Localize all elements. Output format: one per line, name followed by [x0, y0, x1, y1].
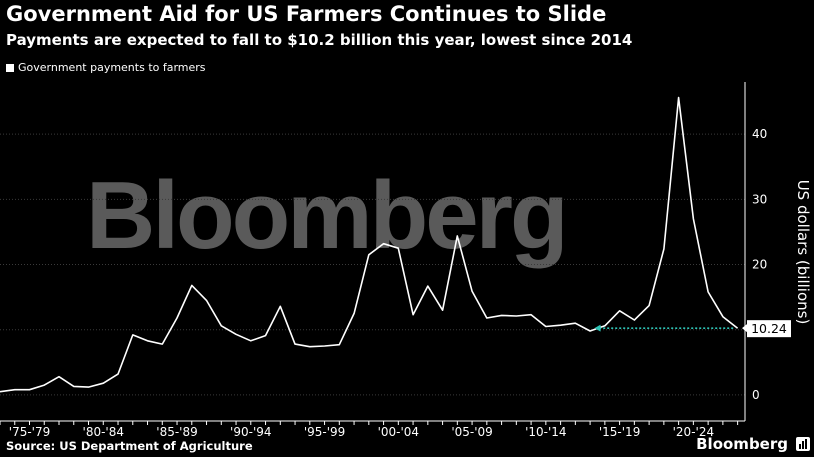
- x-tick-label: '75-'79: [9, 425, 50, 439]
- y-tick-label: 40: [752, 127, 767, 141]
- series-line: [0, 96, 739, 393]
- x-tick-label: '10-'14: [525, 425, 566, 439]
- source-note: Source: US Department of Agriculture: [6, 439, 253, 453]
- value-label-pointer: [742, 324, 747, 333]
- x-tick-label: '85-'89: [156, 425, 197, 439]
- legend: Government payments to farmers: [6, 61, 206, 74]
- x-tick-label: '20-'24: [673, 425, 714, 439]
- chart-icon: [796, 437, 810, 451]
- value-label-box: [747, 320, 791, 338]
- chart-title: Government Aid for US Farmers Continues …: [6, 2, 607, 26]
- x-tick-label: '00-'04: [378, 425, 419, 439]
- y-tick-label: 0: [752, 388, 760, 402]
- annotation-arrowhead: [594, 324, 601, 332]
- x-tick-label: '95-'99: [304, 425, 345, 439]
- legend-swatch: [6, 63, 14, 72]
- brand-logo: Bloomberg: [696, 435, 788, 453]
- x-tick-label: '90-'94: [230, 425, 271, 439]
- y-axis-label: US dollars (billions): [794, 180, 812, 325]
- x-tick-label: '80-'84: [83, 425, 124, 439]
- x-tick-label: '15-'19: [599, 425, 640, 439]
- x-tick-label: '05-'09: [451, 425, 492, 439]
- watermark-text: Bloomberg: [86, 162, 566, 269]
- chart-subtitle: Payments are expected to fall to $10.2 b…: [6, 31, 633, 49]
- y-tick-label: 20: [752, 258, 767, 272]
- y-tick-label: 30: [752, 192, 767, 206]
- value-label: 10.24: [751, 321, 787, 336]
- legend-label: Government payments to farmers: [18, 61, 206, 74]
